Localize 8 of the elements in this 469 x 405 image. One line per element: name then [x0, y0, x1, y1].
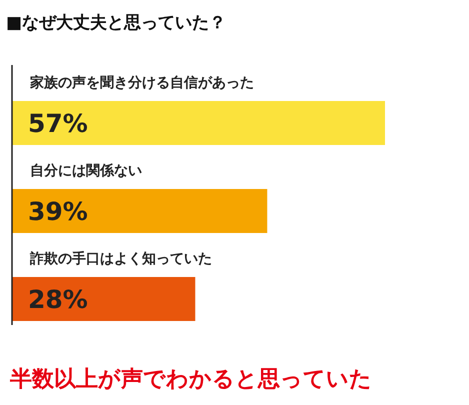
chart-title: ■なぜ大丈夫と思っていた？: [6, 13, 226, 33]
y-tick-label: 自分には関係ない: [30, 163, 142, 179]
text: 半数以上が声でわかると思っていた: [9, 367, 372, 392]
data-label: 57%: [28, 109, 88, 138]
data-label: 39%: [28, 197, 88, 226]
y-tick-label: 詐欺の手口はよく知っていた: [29, 250, 212, 267]
data-label: 28%: [28, 285, 88, 314]
y-tick-label: 家族の声を聞き分ける自信があった: [29, 74, 254, 91]
